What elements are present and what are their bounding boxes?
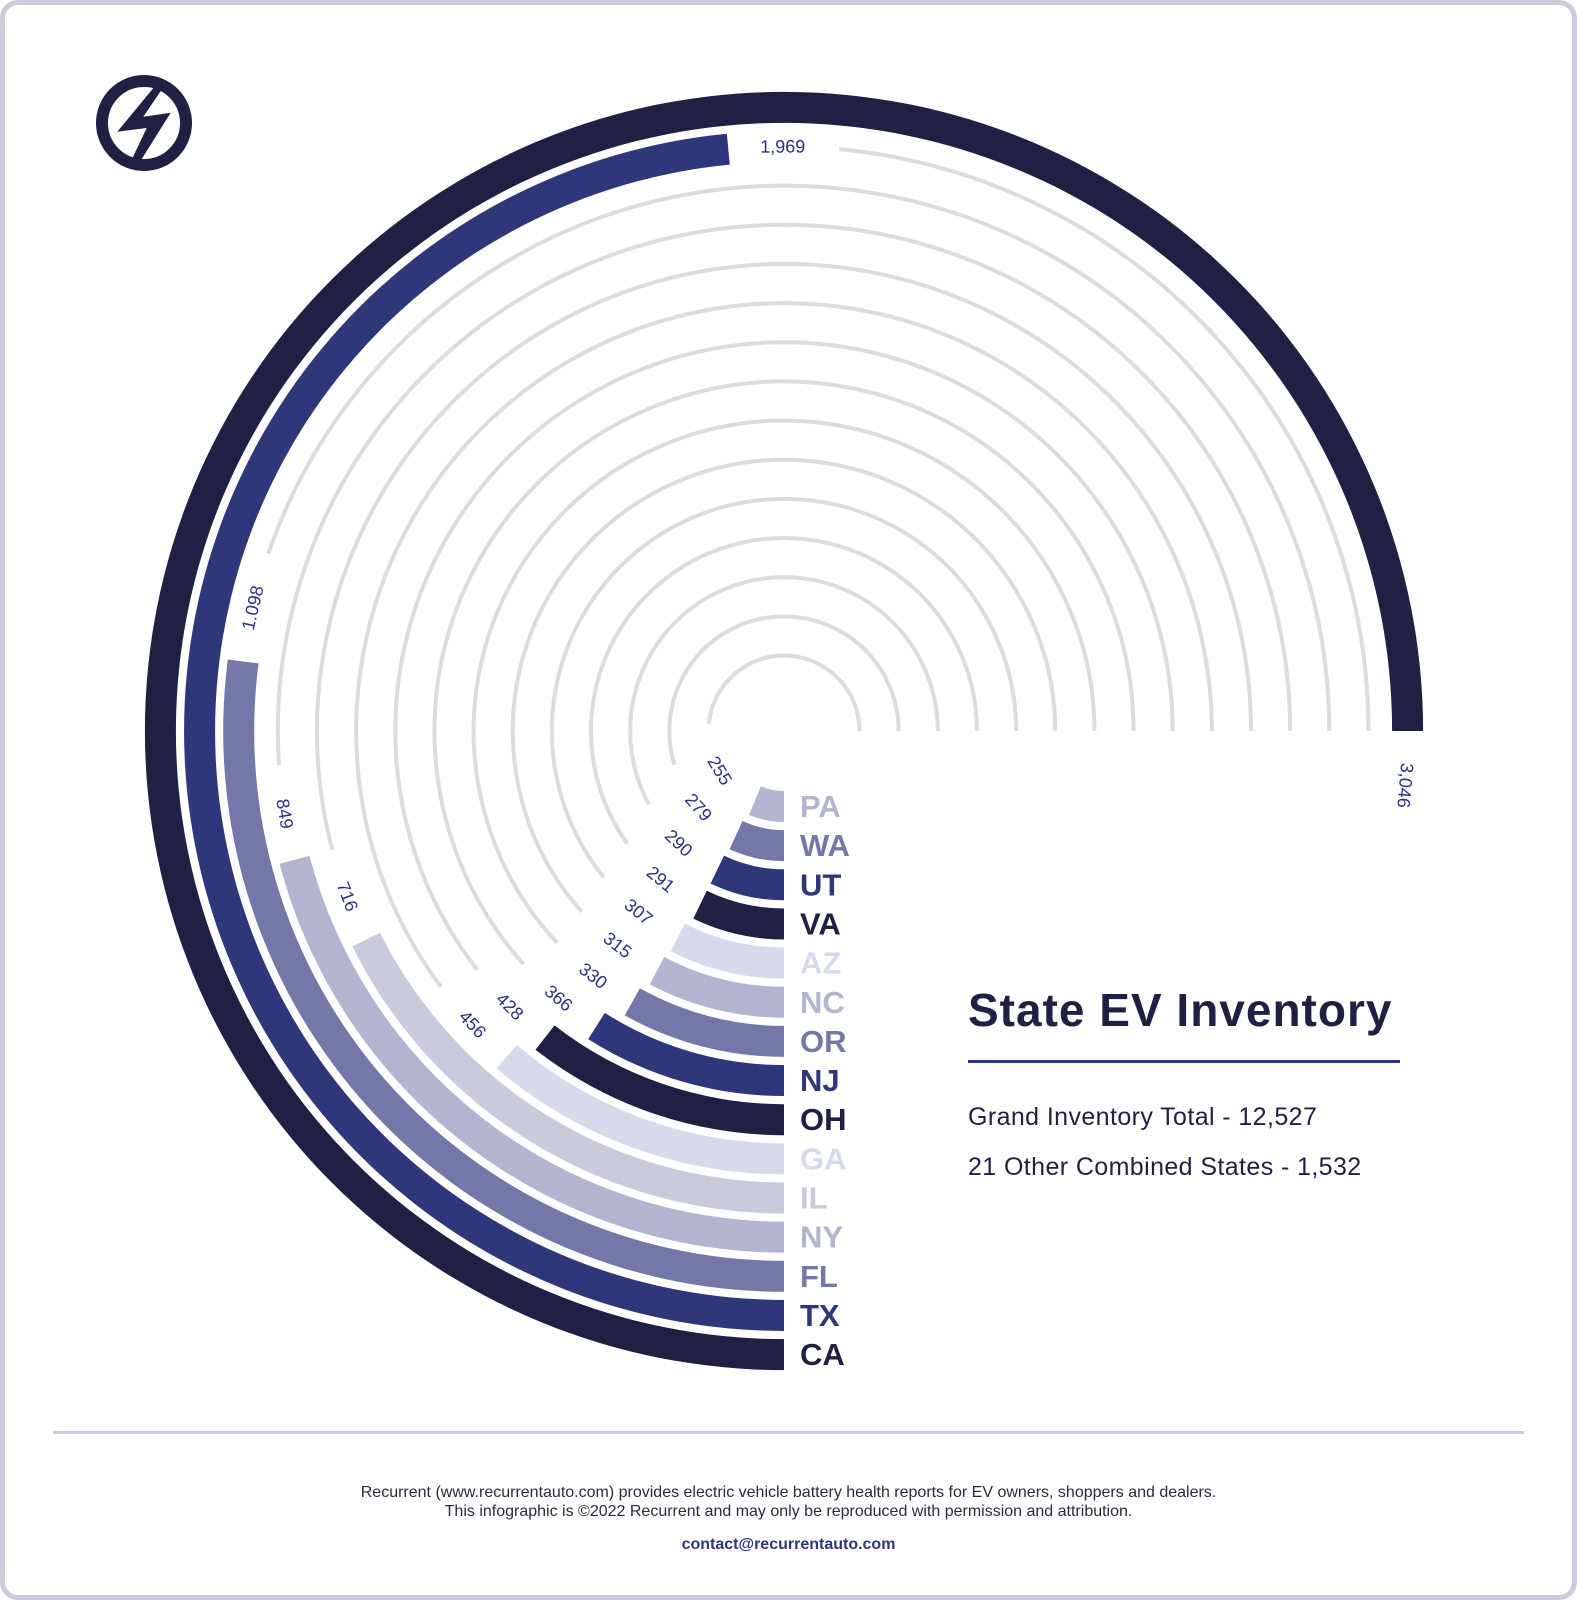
value-label-nj: 366 (541, 981, 577, 1016)
value-label-ga: 456 (455, 1007, 490, 1043)
value-label-oh: 428 (492, 989, 527, 1024)
grand-total-text: Grand Inventory Total - 12,527 (968, 1103, 1318, 1131)
bar-nc (649, 956, 784, 1018)
state-label-wa: WA (800, 828, 850, 863)
value-label-ny: 849 (272, 797, 297, 830)
value-label-or: 330 (575, 959, 611, 993)
state-label-ga: GA (800, 1141, 847, 1176)
track-oh (393, 340, 1175, 972)
chart-title: State EV Inventory (968, 984, 1393, 1036)
track-nc (510, 457, 1058, 914)
recurrent-logo (96, 75, 192, 171)
state-label-tx: TX (800, 1298, 840, 1333)
bar-or (624, 988, 784, 1057)
state-label-fl: FL (800, 1259, 838, 1294)
logo-ring (96, 75, 192, 171)
track-pa (706, 653, 862, 732)
state-label-layer: CA TX FL NY IL GA OH NJ OR NC AZ VA UT WA PA (800, 789, 850, 1372)
state-label-ca: CA (800, 1337, 845, 1372)
bar-wa (729, 821, 784, 862)
state-label-ny: NY (800, 1220, 843, 1255)
track-ga (354, 301, 1214, 988)
track-wa (667, 614, 901, 766)
footer-copyright: This infographic is ©2022 Recurrent and … (444, 1503, 1133, 1520)
state-label-nj: NJ (800, 1063, 840, 1098)
track-layer (266, 147, 1371, 988)
footer-divider (53, 1431, 1524, 1434)
value-label-tx: 1,969 (760, 137, 805, 157)
track-az (549, 496, 1019, 879)
bar-ga (496, 1044, 784, 1175)
value-label-ut: 290 (661, 825, 697, 860)
value-label-ca: 3,046 (1393, 762, 1417, 809)
bar-layer (144, 91, 1424, 1371)
bar-nj (588, 1012, 784, 1097)
state-label-oh: OH (800, 1102, 847, 1137)
track-ut (628, 575, 940, 806)
contact-email-link[interactable]: contact@recurrentauto.com (681, 1536, 896, 1553)
track-nj (432, 379, 1136, 966)
state-label-va: VA (800, 906, 841, 941)
track-ny (275, 222, 1293, 766)
bar-az (670, 923, 784, 979)
track-or (471, 418, 1097, 945)
state-label-az: AZ (800, 946, 841, 981)
value-label-wa: 279 (681, 790, 716, 826)
value-label-az: 307 (621, 895, 657, 929)
value-label-va: 291 (643, 862, 679, 897)
track-va (589, 536, 979, 845)
value-label-fl: 1.098 (238, 584, 268, 632)
state-label-nc: NC (800, 985, 845, 1020)
bar-il (352, 932, 784, 1214)
lightning-bolt-icon (117, 87, 171, 162)
track-tx (839, 147, 1371, 732)
bar-ut (710, 855, 784, 901)
title-underline (968, 1060, 1400, 1063)
value-label-pa: 255 (703, 753, 736, 789)
state-label-ut: UT (800, 867, 841, 902)
lightning-bolt-circle-icon (96, 75, 192, 171)
footer-description: Recurrent (www.recurrentauto.com) provid… (360, 1484, 1217, 1501)
value-label-il: 716 (333, 879, 362, 914)
track-fl (266, 183, 1332, 732)
state-label-or: OR (800, 1024, 847, 1059)
state-label-il: IL (800, 1181, 828, 1216)
track-il (315, 261, 1253, 851)
bar-oh (535, 1025, 784, 1136)
bar-va (693, 890, 784, 940)
bar-ny (279, 855, 784, 1253)
value-label-nc: 315 (600, 928, 636, 962)
bar-pa (749, 786, 784, 822)
state-label-pa: PA (800, 789, 841, 824)
other-states-text: 21 Other Combined States - 1,532 (968, 1153, 1362, 1181)
